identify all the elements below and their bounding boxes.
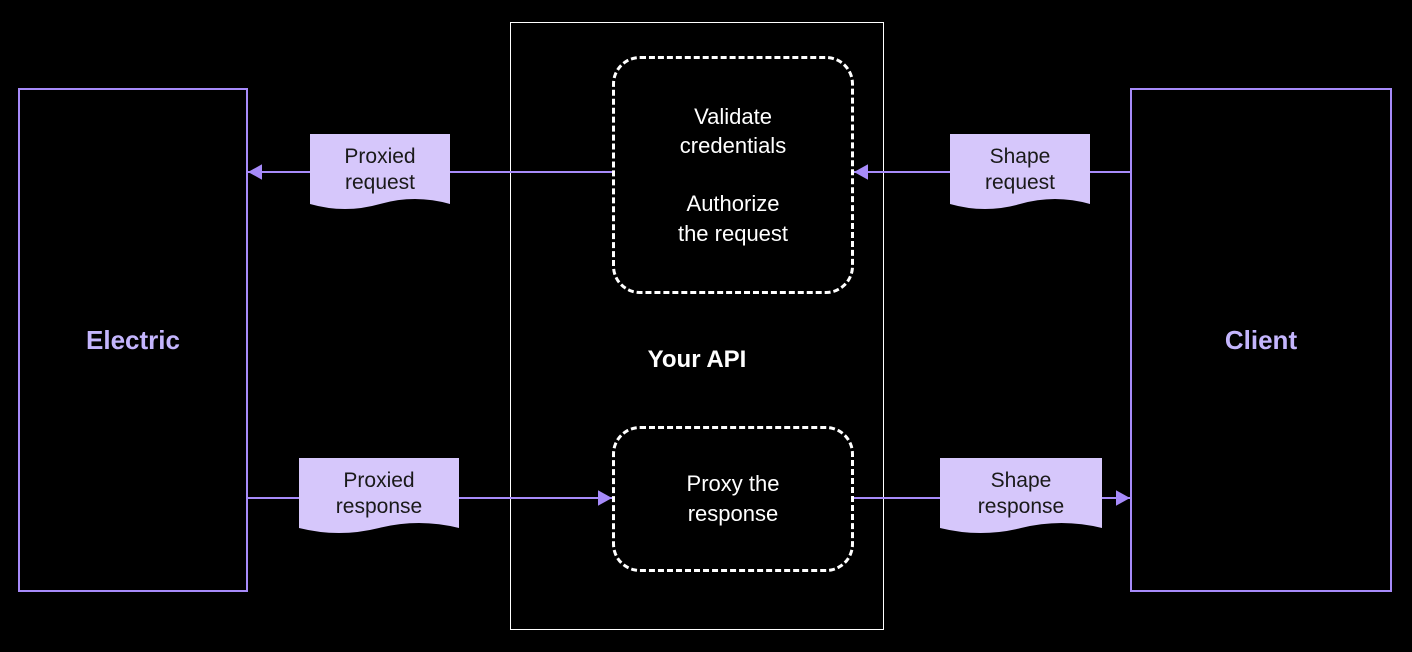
proxied-request-label-l2: request — [345, 170, 415, 196]
shape-request-label-l1: Shape — [990, 144, 1051, 170]
diagram-canvas: Electric Client Your API Validatecredential… — [0, 0, 1412, 652]
electric-node-label: Electric — [86, 325, 180, 356]
api-title-label: Your API — [648, 346, 747, 374]
client-node-label: Client — [1225, 325, 1297, 356]
shape-response-label-l1: Shape — [991, 468, 1052, 494]
proxied-response-label-l2: response — [336, 494, 422, 520]
proxy-line1: Proxy the — [687, 469, 780, 499]
shape-request-label-text: Shaperequest — [950, 134, 1090, 214]
validate-line4: the request — [678, 219, 788, 249]
proxy-line2: response — [688, 499, 779, 529]
proxied-response-label-l1: Proxied — [343, 468, 414, 494]
validate-line3: Authorize — [687, 189, 780, 219]
proxied-response-label-text: Proxiedresponse — [299, 458, 459, 538]
validate-authorize-box: Validatecredentials Authorizethe request — [612, 56, 854, 294]
proxied-request-label-l1: Proxied — [344, 144, 415, 170]
shape-response-label-l2: response — [978, 494, 1064, 520]
proxied-request-label: Proxiedrequest — [310, 134, 450, 214]
shape-request-label-l2: request — [985, 170, 1055, 196]
shape-response-label: Shaperesponse — [940, 458, 1102, 538]
electric-node: Electric — [18, 88, 248, 592]
shape-response-label-text: Shaperesponse — [940, 458, 1102, 538]
proxied-response-label: Proxiedresponse — [299, 458, 459, 538]
client-node: Client — [1130, 88, 1392, 592]
proxy-response-box: Proxy theresponse — [612, 426, 854, 572]
proxied-request-label-text: Proxiedrequest — [310, 134, 450, 214]
validate-line2: credentials — [680, 131, 786, 161]
api-title: Your API — [510, 294, 884, 426]
validate-line1: Validate — [694, 102, 772, 132]
shape-request-label: Shaperequest — [950, 134, 1090, 214]
